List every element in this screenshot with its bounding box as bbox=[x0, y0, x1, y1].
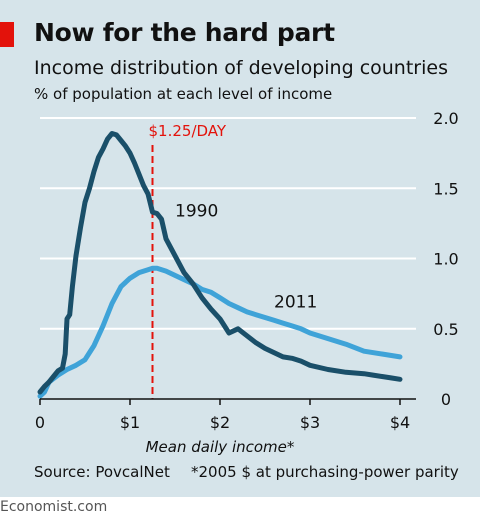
x-tick-label: $4 bbox=[390, 413, 410, 432]
y-tick-label: 1.5 bbox=[433, 179, 458, 198]
footer-bar bbox=[0, 497, 480, 519]
x-tick-label: $3 bbox=[300, 413, 320, 432]
chart-labels: 0 0.5 1.0 1.5 2.0 0 $1 $2 $3 $4 Mean daily income*… bbox=[35, 109, 459, 456]
x-tick-label: $2 bbox=[210, 413, 230, 432]
series-lines bbox=[37, 131, 403, 399]
axes bbox=[39, 398, 416, 405]
x-tick-label: 0 bbox=[35, 413, 45, 432]
economist-brand: Economist.com bbox=[0, 499, 108, 515]
series-line-2011 bbox=[37, 265, 403, 399]
y-tick-label: 2.0 bbox=[433, 109, 458, 128]
unit-label: % of population at each level of income bbox=[34, 85, 333, 103]
x-tick-label: $1 bbox=[120, 413, 140, 432]
x-axis-title: Mean daily income* bbox=[146, 438, 295, 456]
grid-lines bbox=[40, 117, 416, 330]
reference-line-label: $1.25/DAY bbox=[149, 122, 227, 140]
series-label-1990: 1990 bbox=[175, 201, 218, 221]
footnote: *2005 $ at purchasing-power parity bbox=[191, 463, 459, 481]
chart-title: Now for the hard part bbox=[34, 18, 335, 47]
y-tick-label: 0 bbox=[441, 390, 451, 409]
red-accent-bar bbox=[0, 22, 14, 47]
series-line-1990 bbox=[37, 131, 403, 395]
y-tick-label: 1.0 bbox=[433, 250, 458, 269]
line-chart: 0 0.5 1.0 1.5 2.0 0 $1 $2 $3 $4 Mean daily income*… bbox=[35, 109, 459, 456]
series-label-2011: 2011 bbox=[274, 293, 317, 313]
y-tick-label: 0.5 bbox=[433, 320, 458, 339]
chart-subtitle: Income distribution of developing countr… bbox=[34, 57, 448, 79]
source-note: Source: PovcalNet bbox=[34, 463, 170, 481]
